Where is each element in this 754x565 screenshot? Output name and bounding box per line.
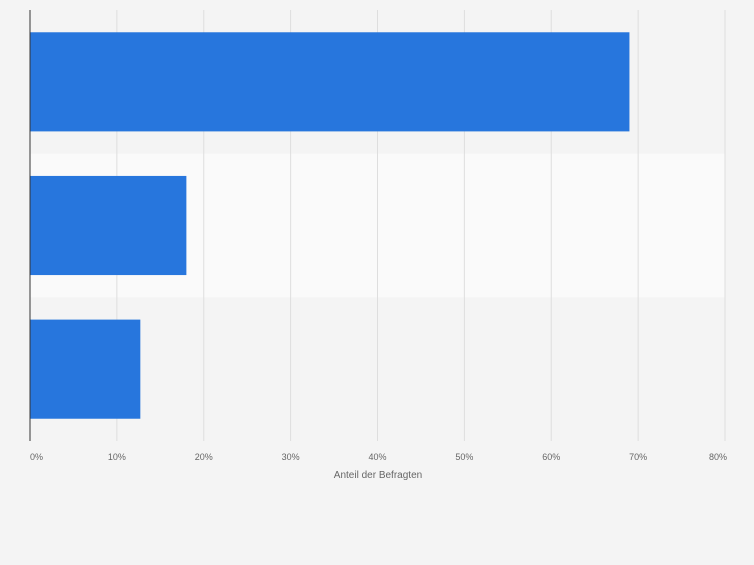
x-axis-title: Anteil der Befragten xyxy=(334,470,422,481)
x-tick-label: 50% xyxy=(455,452,473,462)
bar xyxy=(30,32,630,132)
x-tick-label: 30% xyxy=(282,452,300,462)
x-tick-label: 80% xyxy=(709,452,727,462)
x-tick-label: 60% xyxy=(542,452,560,462)
x-tick-label: 10% xyxy=(108,452,126,462)
x-tick-label: 40% xyxy=(368,452,386,462)
x-tick-label: 70% xyxy=(629,452,647,462)
bar xyxy=(30,319,141,419)
x-tick-label: 20% xyxy=(195,452,213,462)
bar xyxy=(30,175,187,276)
x-tick-label: 0% xyxy=(30,452,43,462)
